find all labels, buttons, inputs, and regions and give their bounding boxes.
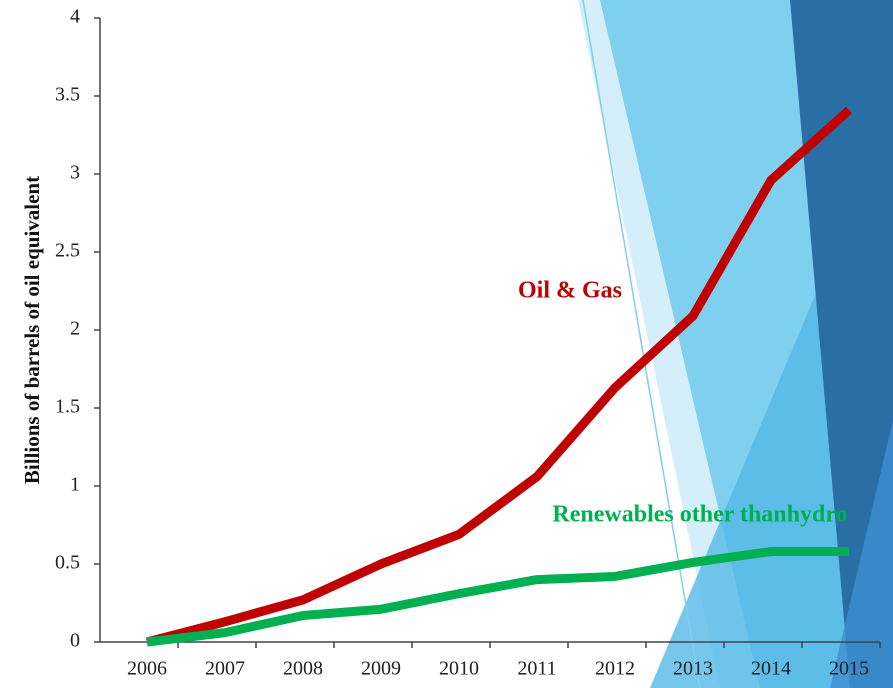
series-label: Oil & Gas: [518, 278, 622, 304]
y-tick-label: 4: [70, 6, 80, 28]
x-tick-label: 2010: [439, 658, 479, 680]
y-tick-label: 3: [70, 162, 80, 184]
series-line: [145, 106, 853, 647]
y-tick-label: 2.5: [55, 240, 80, 262]
x-tick-label: 2009: [361, 658, 401, 680]
y-tick-label: 1: [70, 474, 80, 496]
series-label: Renewables other thanhydro: [552, 502, 847, 528]
x-tick-label: 2007: [205, 658, 245, 680]
y-tick-label: 3.5: [55, 84, 80, 106]
x-tick-label: 2008: [283, 658, 323, 680]
y-tick-label: 2: [70, 318, 80, 340]
y-tick-label: 0.5: [55, 552, 80, 574]
y-tick-label: 0: [70, 630, 80, 652]
background-decoration: [578, 0, 893, 688]
x-tick-label: 2014: [751, 658, 791, 680]
y-axis-title: Billions of barrels of oil equivalent: [20, 176, 44, 484]
x-tick-label: 2015: [829, 658, 869, 680]
x-tick-label: 2012: [595, 658, 635, 680]
x-tick-label: 2013: [673, 658, 713, 680]
y-tick-label: 1.5: [55, 396, 80, 418]
x-tick-label: 2011: [517, 658, 556, 680]
x-tick-label: 2006: [127, 658, 167, 680]
series-line: [146, 547, 849, 647]
